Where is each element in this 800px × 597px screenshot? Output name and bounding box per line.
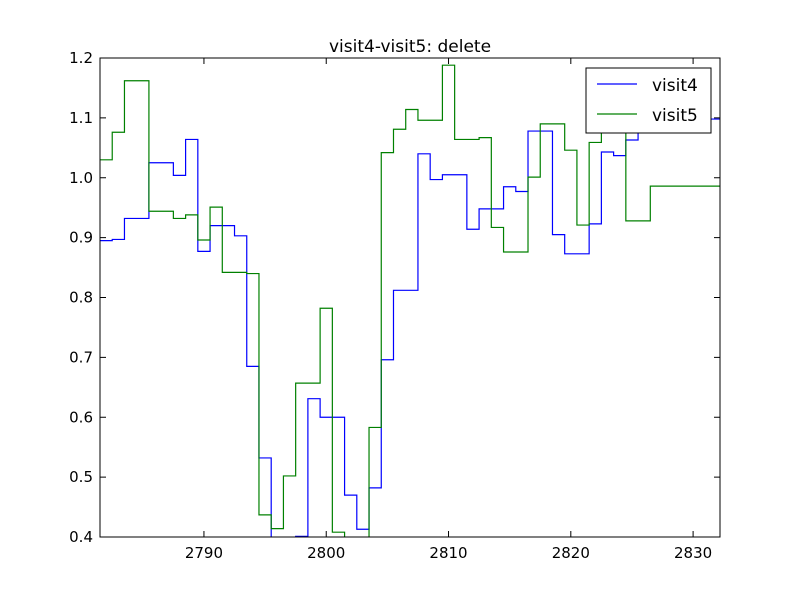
x-tick-label: 2810 <box>429 544 467 562</box>
y-tick-label: 1.2 <box>69 49 93 67</box>
y-tick-label: 0.9 <box>69 229 93 247</box>
y-tick-label: 0.7 <box>69 348 93 366</box>
x-tick-label: 2820 <box>552 544 590 562</box>
legend-box <box>585 67 712 134</box>
y-tick-label: 0.4 <box>69 528 93 546</box>
legend-label-visit5: visit5 <box>652 106 698 126</box>
x-tick-label: 2830 <box>674 544 712 562</box>
legend: visit4 visit5 <box>585 67 712 134</box>
y-tick-label: 1.0 <box>69 169 93 187</box>
x-tick-label: 2790 <box>185 544 223 562</box>
y-tick-label: 0.6 <box>69 408 93 426</box>
chart-title: visit4-visit5: delete <box>329 37 491 57</box>
ticks-layer: 2790 2800 2810 2820 2830 0.4 0.5 0.6 0.7 0.8 0.9 1.… <box>69 49 720 562</box>
plot-frame <box>99 57 721 538</box>
y-tick-label: 0.5 <box>69 468 93 486</box>
series-line-visit4 <box>100 118 720 537</box>
series-line-visit5 <box>100 64 720 537</box>
x-tick-label: 2800 <box>307 544 345 562</box>
y-tick-label: 1.1 <box>69 109 93 127</box>
legend-label-visit4: visit4 <box>652 76 698 96</box>
series-layer <box>100 64 720 537</box>
y-tick-label: 0.8 <box>69 289 93 307</box>
